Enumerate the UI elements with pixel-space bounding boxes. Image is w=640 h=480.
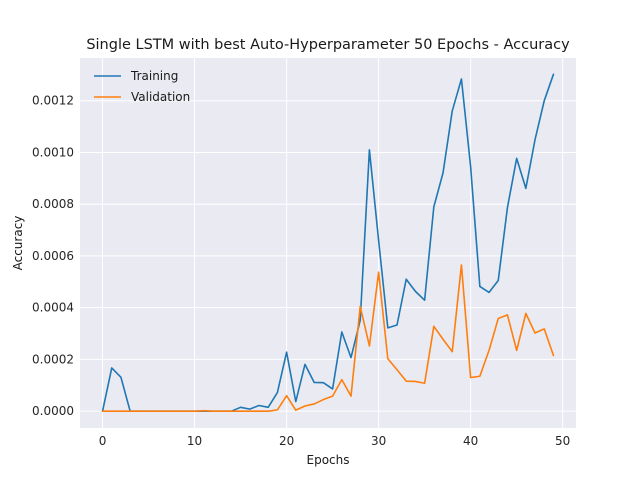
grid-lines <box>80 58 576 428</box>
y-tick-label: 0.0008 <box>32 197 74 211</box>
y-tick-label: 0.0012 <box>32 94 74 108</box>
tick-labels: 0 10 20 30 40 50 0.0000 0.0002 0.0004 0.0006 0.000… <box>32 94 570 448</box>
plot-area <box>80 58 576 428</box>
x-axis-label: Epochs <box>307 453 350 467</box>
legend-label-training: Training <box>130 69 178 83</box>
series-lines <box>101 73 555 412</box>
y-tick-label: 0.0006 <box>32 249 74 263</box>
chart-title: Single LSTM with best Auto-Hyperparamete… <box>86 37 570 53</box>
x-tick-label: 30 <box>371 434 386 448</box>
x-tick-label: 40 <box>463 434 478 448</box>
y-axis-label: Accuracy <box>11 216 25 271</box>
y-tick-label: 0.0000 <box>32 404 74 418</box>
x-tick-label: 50 <box>555 434 570 448</box>
x-tick-label: 10 <box>187 434 202 448</box>
y-tick-label: 0.0010 <box>32 145 74 159</box>
series-line-validation <box>101 264 555 412</box>
x-tick-label: 20 <box>279 434 294 448</box>
legend: Training Validation <box>94 69 190 104</box>
y-tick-label: 0.0004 <box>32 301 74 315</box>
y-tick-label: 0.0002 <box>32 352 74 366</box>
legend-label-validation: Validation <box>131 90 190 104</box>
x-tick-label: 0 <box>99 434 107 448</box>
